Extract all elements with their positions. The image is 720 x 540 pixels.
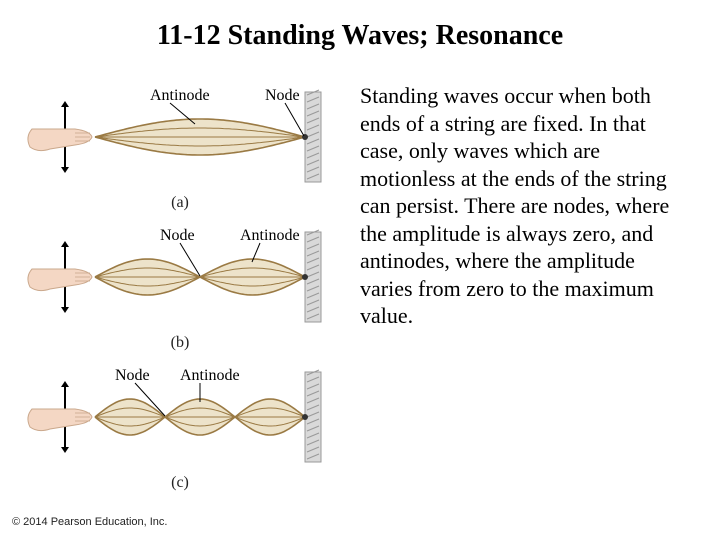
wave-label: Node bbox=[115, 367, 150, 384]
subfigure-b: Node Antinode (b) bbox=[20, 222, 340, 352]
content-row: AntinodeNode(a)NodeAntinode(b)NodeAntino… bbox=[0, 52, 720, 492]
standing-wave-panel-c: Node Antinode bbox=[20, 362, 340, 472]
page-title: 11-12 Standing Waves; Resonance bbox=[0, 0, 720, 52]
subfigure-caption: (b) bbox=[20, 334, 340, 352]
standing-wave-panel-b: Node Antinode bbox=[20, 222, 340, 332]
subfigure-a: Antinode Node (a) bbox=[20, 82, 340, 212]
subfigure-c: Node Antinode (c) bbox=[20, 362, 340, 492]
wave-label: Antinode bbox=[240, 227, 300, 244]
subfigure-caption: (c) bbox=[20, 474, 340, 492]
copyright-footer: © 2014 Pearson Education, Inc. bbox=[12, 516, 167, 528]
subfigure-caption: (a) bbox=[20, 194, 340, 212]
figure-column: AntinodeNode(a)NodeAntinode(b)NodeAntino… bbox=[10, 82, 350, 492]
wave-label: Node bbox=[160, 227, 195, 244]
wave-label: Node bbox=[265, 87, 300, 104]
wave-label: Antinode bbox=[150, 87, 210, 104]
standing-wave-panel-a: Antinode Node bbox=[20, 82, 340, 192]
body-text: Standing waves occur when both ends of a… bbox=[350, 82, 710, 492]
wave-label: Antinode bbox=[180, 367, 240, 384]
